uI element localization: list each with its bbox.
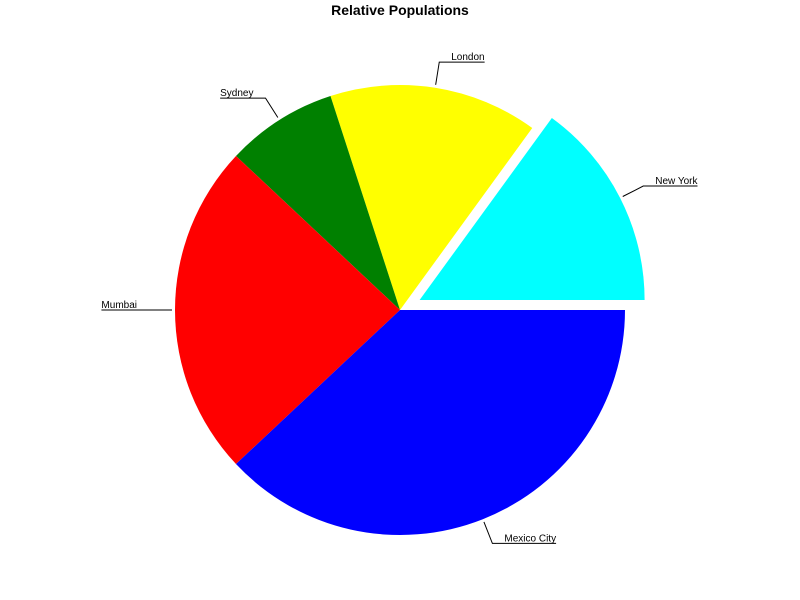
slice-label-london: London xyxy=(451,52,484,63)
slice-label-sydney: Sydney xyxy=(220,88,253,99)
labels-layer: New York London Sydney Mumbai Mexico City xyxy=(101,52,698,544)
slice-label-mumbai: Mumbai xyxy=(101,300,137,311)
slice-label-mexico-city: Mexico City xyxy=(504,533,556,544)
leader-line-new-york xyxy=(622,185,698,197)
slices-layer xyxy=(174,85,645,535)
pie-slice-new-york xyxy=(419,117,645,301)
pie-slice-mumbai xyxy=(174,155,400,465)
slice-label-new-york: New York xyxy=(655,176,698,187)
leader-line-sydney xyxy=(220,97,279,118)
chart-title: Relative Populations xyxy=(331,2,469,18)
pie-slice-london xyxy=(330,85,533,310)
pie-slice-sydney xyxy=(235,96,400,310)
pie-slice-mexico-city xyxy=(235,310,625,535)
leader-line-mexico-city xyxy=(483,521,557,544)
leader-line-london xyxy=(435,61,485,85)
